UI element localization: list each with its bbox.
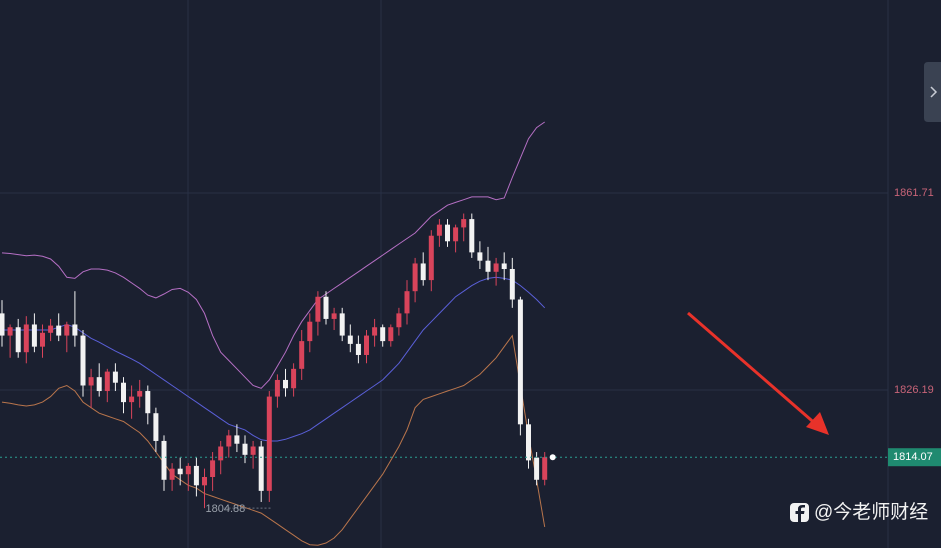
candle-body	[48, 325, 54, 333]
candle-body	[347, 335, 353, 344]
candle-body	[185, 465, 191, 475]
candle-body	[193, 465, 199, 486]
candle-body	[226, 435, 232, 447]
candle-body	[266, 396, 272, 491]
candle-body	[509, 269, 515, 300]
candle-body	[242, 443, 248, 455]
y-tick-label: 1826.19	[894, 384, 934, 396]
candle-body	[72, 324, 78, 336]
candle-body	[477, 252, 483, 261]
candle-body	[299, 341, 305, 369]
candle-body	[436, 224, 442, 236]
last-price-box	[888, 448, 941, 467]
candle-body	[112, 371, 118, 383]
band-line	[1, 334, 546, 546]
candle-body	[355, 343, 361, 355]
candle-body	[283, 379, 288, 389]
candle-body	[542, 457, 548, 480]
candle-body	[461, 219, 467, 228]
candle-body	[380, 327, 386, 342]
candle-body	[331, 313, 337, 319]
candle-body	[169, 468, 175, 480]
candle-body	[153, 413, 159, 441]
candle-body	[137, 391, 143, 397]
candle-body	[250, 446, 256, 455]
candle-body	[129, 396, 135, 403]
candle-body	[485, 260, 491, 272]
candle-body	[23, 324, 29, 353]
candle-body	[445, 224, 450, 242]
candle-body	[64, 324, 70, 336]
side-tab[interactable]	[924, 62, 941, 122]
last-price-dot	[549, 454, 556, 461]
candle-body	[339, 313, 345, 336]
last-price-label: 1814.07	[893, 451, 933, 463]
candle-body	[469, 219, 475, 253]
candle-body	[404, 291, 410, 314]
candle-body	[104, 371, 110, 392]
candle-body	[177, 468, 183, 475]
candle-body	[0, 313, 5, 336]
candle-body	[7, 327, 13, 336]
candle-body	[40, 332, 45, 347]
band-line	[2, 276, 546, 442]
candle-body	[96, 377, 102, 392]
candle-body	[420, 263, 426, 281]
candle-body	[364, 335, 369, 355]
candle-body	[274, 379, 280, 397]
candle-body	[534, 457, 540, 480]
candle-body	[372, 327, 378, 336]
candle-body	[323, 296, 329, 319]
candle-body	[161, 440, 167, 480]
candle-body	[315, 296, 321, 322]
fb-glyph	[795, 505, 805, 522]
candle-body	[88, 377, 94, 386]
chevron	[930, 86, 938, 98]
candle-body	[396, 313, 402, 328]
candle-body	[234, 435, 240, 444]
candle-body	[218, 446, 224, 461]
candle-body	[145, 391, 151, 414]
arrow-shaft	[687, 311, 819, 428]
candle-body	[412, 263, 418, 292]
arrow-head	[806, 412, 829, 435]
candle-body	[258, 446, 264, 491]
low-label: 1804.88	[206, 503, 246, 515]
candle-body	[517, 299, 523, 425]
candle-body	[121, 382, 126, 403]
band-line	[1, 121, 545, 389]
candle-body	[291, 368, 297, 389]
candle-body	[210, 460, 216, 478]
y-tick-label: 1861.71	[894, 187, 934, 199]
candle-body	[56, 325, 62, 336]
candle-body	[526, 424, 531, 461]
candle-body	[15, 327, 21, 353]
candle-body	[388, 327, 394, 342]
candle-body	[307, 321, 313, 342]
candle-body	[202, 477, 207, 486]
candle-body	[493, 263, 499, 272]
candle-body	[428, 235, 434, 281]
candle-body	[31, 324, 37, 347]
candle-body	[501, 263, 507, 270]
plot: 1861.71 1826.19 1814.07 1804.88	[0, 121, 941, 546]
candle-body	[80, 335, 86, 386]
candle-body	[453, 227, 459, 242]
watermark: @今老师财经	[814, 501, 928, 523]
